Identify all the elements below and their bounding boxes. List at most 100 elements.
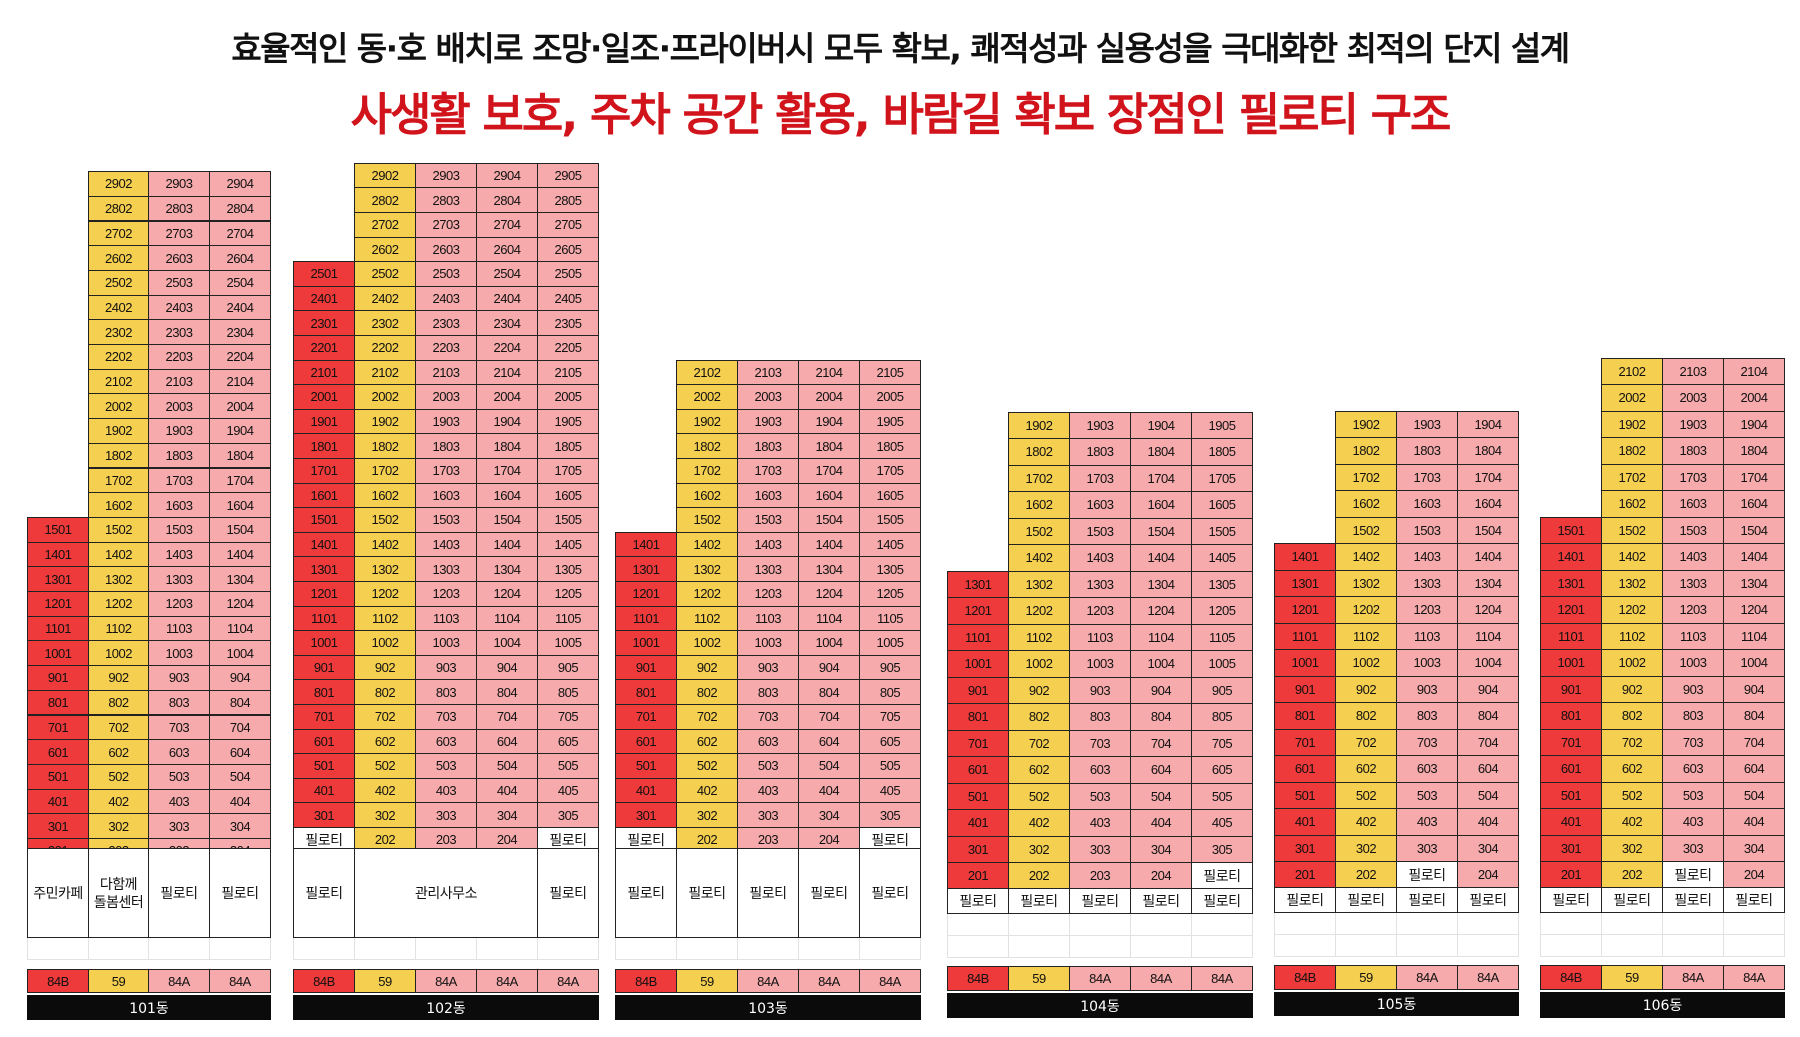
unit-cell: 2403 bbox=[148, 294, 210, 321]
unit-cell: 2705 bbox=[537, 212, 599, 238]
unit-cell: 504 bbox=[476, 753, 538, 779]
unit-cell: 701 bbox=[1540, 728, 1602, 756]
unit-cell: 1603 bbox=[1662, 490, 1724, 518]
unit-cell: 601 bbox=[27, 739, 89, 765]
unit-cell: 1704 bbox=[1723, 463, 1785, 491]
spacer-cell bbox=[354, 938, 416, 960]
unit-cell: 703 bbox=[737, 704, 799, 730]
unit-cell: 504 bbox=[1457, 781, 1519, 809]
piloti-cell: 필로티 bbox=[1662, 861, 1724, 889]
unit-cell: 1302 bbox=[676, 556, 738, 582]
unit-cell: 1702 bbox=[88, 467, 149, 494]
piloti-cell: 필로티 bbox=[1396, 861, 1458, 889]
unit-cell: 1704 bbox=[1130, 464, 1192, 492]
unit-cell: 2003 bbox=[1662, 384, 1724, 412]
unit-cell: 1904 bbox=[476, 408, 538, 435]
unit-cell: 1903 bbox=[148, 418, 210, 444]
unit-cell: 403 bbox=[737, 777, 799, 804]
unit-cell: 2102 bbox=[88, 368, 149, 395]
unit-type-cell: 84A bbox=[537, 969, 599, 993]
unit-cell: 2102 bbox=[676, 359, 738, 386]
unit-cell: 2205 bbox=[537, 335, 599, 361]
unit-cell: 2802 bbox=[88, 195, 149, 222]
unit-type-cell: 84A bbox=[415, 969, 477, 993]
unit-cell: 1703 bbox=[737, 458, 799, 484]
unit-cell: 1303 bbox=[148, 566, 210, 592]
unit-type-cell: 84B bbox=[293, 969, 355, 993]
unit-cell: 902 bbox=[354, 654, 416, 681]
unit-cell: 903 bbox=[737, 654, 799, 681]
unit-cell: 902 bbox=[1601, 675, 1663, 703]
unit-cell: 704 bbox=[476, 704, 538, 730]
unit-cell: 1404 bbox=[476, 531, 538, 558]
unit-cell: 2304 bbox=[476, 310, 538, 336]
unit-cell: 2105 bbox=[537, 359, 599, 386]
unit-cell: 1302 bbox=[1008, 570, 1070, 598]
unit-cell: 1005 bbox=[859, 630, 921, 656]
unit-cell: 2303 bbox=[148, 319, 210, 345]
unit-cell: 2004 bbox=[209, 393, 271, 420]
unit-cell: 1905 bbox=[1191, 411, 1253, 439]
unit-cell: 2903 bbox=[415, 162, 477, 189]
unit-cell: 1503 bbox=[737, 507, 799, 533]
spacer-cell bbox=[27, 938, 89, 960]
unit-cell: 1601 bbox=[293, 482, 355, 509]
ground-cell: 필로티 bbox=[676, 848, 738, 938]
unit-cell: 502 bbox=[1601, 781, 1663, 809]
unit-cell: 1802 bbox=[1008, 438, 1070, 466]
unit-cell: 2805 bbox=[537, 187, 599, 213]
unit-cell: 2003 bbox=[415, 384, 477, 410]
ground-cell: 관리사무소 bbox=[354, 848, 538, 938]
unit-cell: 604 bbox=[1723, 755, 1785, 783]
unit-cell: 701 bbox=[947, 729, 1009, 757]
unit-cell: 2305 bbox=[537, 310, 599, 336]
unit-type-cell: 84B bbox=[615, 969, 677, 993]
unit-cell: 1704 bbox=[209, 467, 271, 494]
unit-cell: 1305 bbox=[1191, 570, 1253, 598]
unit-cell: 302 bbox=[1008, 835, 1070, 863]
unit-cell: 1402 bbox=[1601, 543, 1663, 571]
unit-cell: 1702 bbox=[1008, 464, 1070, 492]
unit-cell: 802 bbox=[676, 679, 738, 705]
unit-cell: 2002 bbox=[354, 384, 416, 410]
unit-cell: 502 bbox=[676, 753, 738, 779]
unit-cell: 501 bbox=[1540, 781, 1602, 809]
building-label: 106동 bbox=[1540, 992, 1785, 1018]
unit-cell: 903 bbox=[148, 665, 210, 691]
unit-cell: 1804 bbox=[1723, 437, 1785, 465]
unit-cell: 1202 bbox=[1008, 597, 1070, 625]
unit-cell: 1604 bbox=[1130, 491, 1192, 519]
unit-cell: 503 bbox=[1662, 781, 1724, 809]
unit-cell: 604 bbox=[476, 728, 538, 755]
unit-cell: 1603 bbox=[1396, 490, 1458, 518]
unit-type-cell: 84A bbox=[859, 969, 921, 993]
unit-cell: 1401 bbox=[1274, 543, 1336, 571]
unit-cell: 805 bbox=[537, 679, 599, 705]
unit-cell: 1304 bbox=[1130, 570, 1192, 598]
unit-cell: 2403 bbox=[415, 285, 477, 312]
unit-cell: 2803 bbox=[415, 187, 477, 213]
unit-cell: 804 bbox=[798, 679, 860, 705]
unit-cell: 2002 bbox=[1601, 384, 1663, 412]
unit-cell: 1104 bbox=[798, 605, 860, 632]
unit-cell: 1803 bbox=[1662, 437, 1724, 465]
unit-cell: 1003 bbox=[737, 630, 799, 656]
spacer-cell bbox=[947, 914, 1009, 936]
unit-cell: 801 bbox=[947, 703, 1009, 731]
unit-cell: 1004 bbox=[1723, 649, 1785, 677]
unit-cell: 703 bbox=[1069, 729, 1131, 757]
unit-cell: 801 bbox=[27, 689, 89, 716]
unit-cell: 1804 bbox=[798, 433, 860, 459]
unit-cell: 2401 bbox=[293, 285, 355, 312]
unit-cell: 1304 bbox=[1723, 569, 1785, 597]
unit-cell: 601 bbox=[1274, 755, 1336, 783]
unit-cell: 1202 bbox=[1335, 596, 1397, 624]
unit-cell: 2005 bbox=[859, 384, 921, 410]
ground-cell: 필로티 bbox=[1396, 887, 1458, 913]
unit-cell: 1204 bbox=[1457, 596, 1519, 624]
unit-cell: 1005 bbox=[537, 630, 599, 656]
unit-cell: 603 bbox=[737, 728, 799, 755]
unit-cell: 1003 bbox=[148, 640, 210, 667]
spacer-cell bbox=[1540, 935, 1602, 957]
